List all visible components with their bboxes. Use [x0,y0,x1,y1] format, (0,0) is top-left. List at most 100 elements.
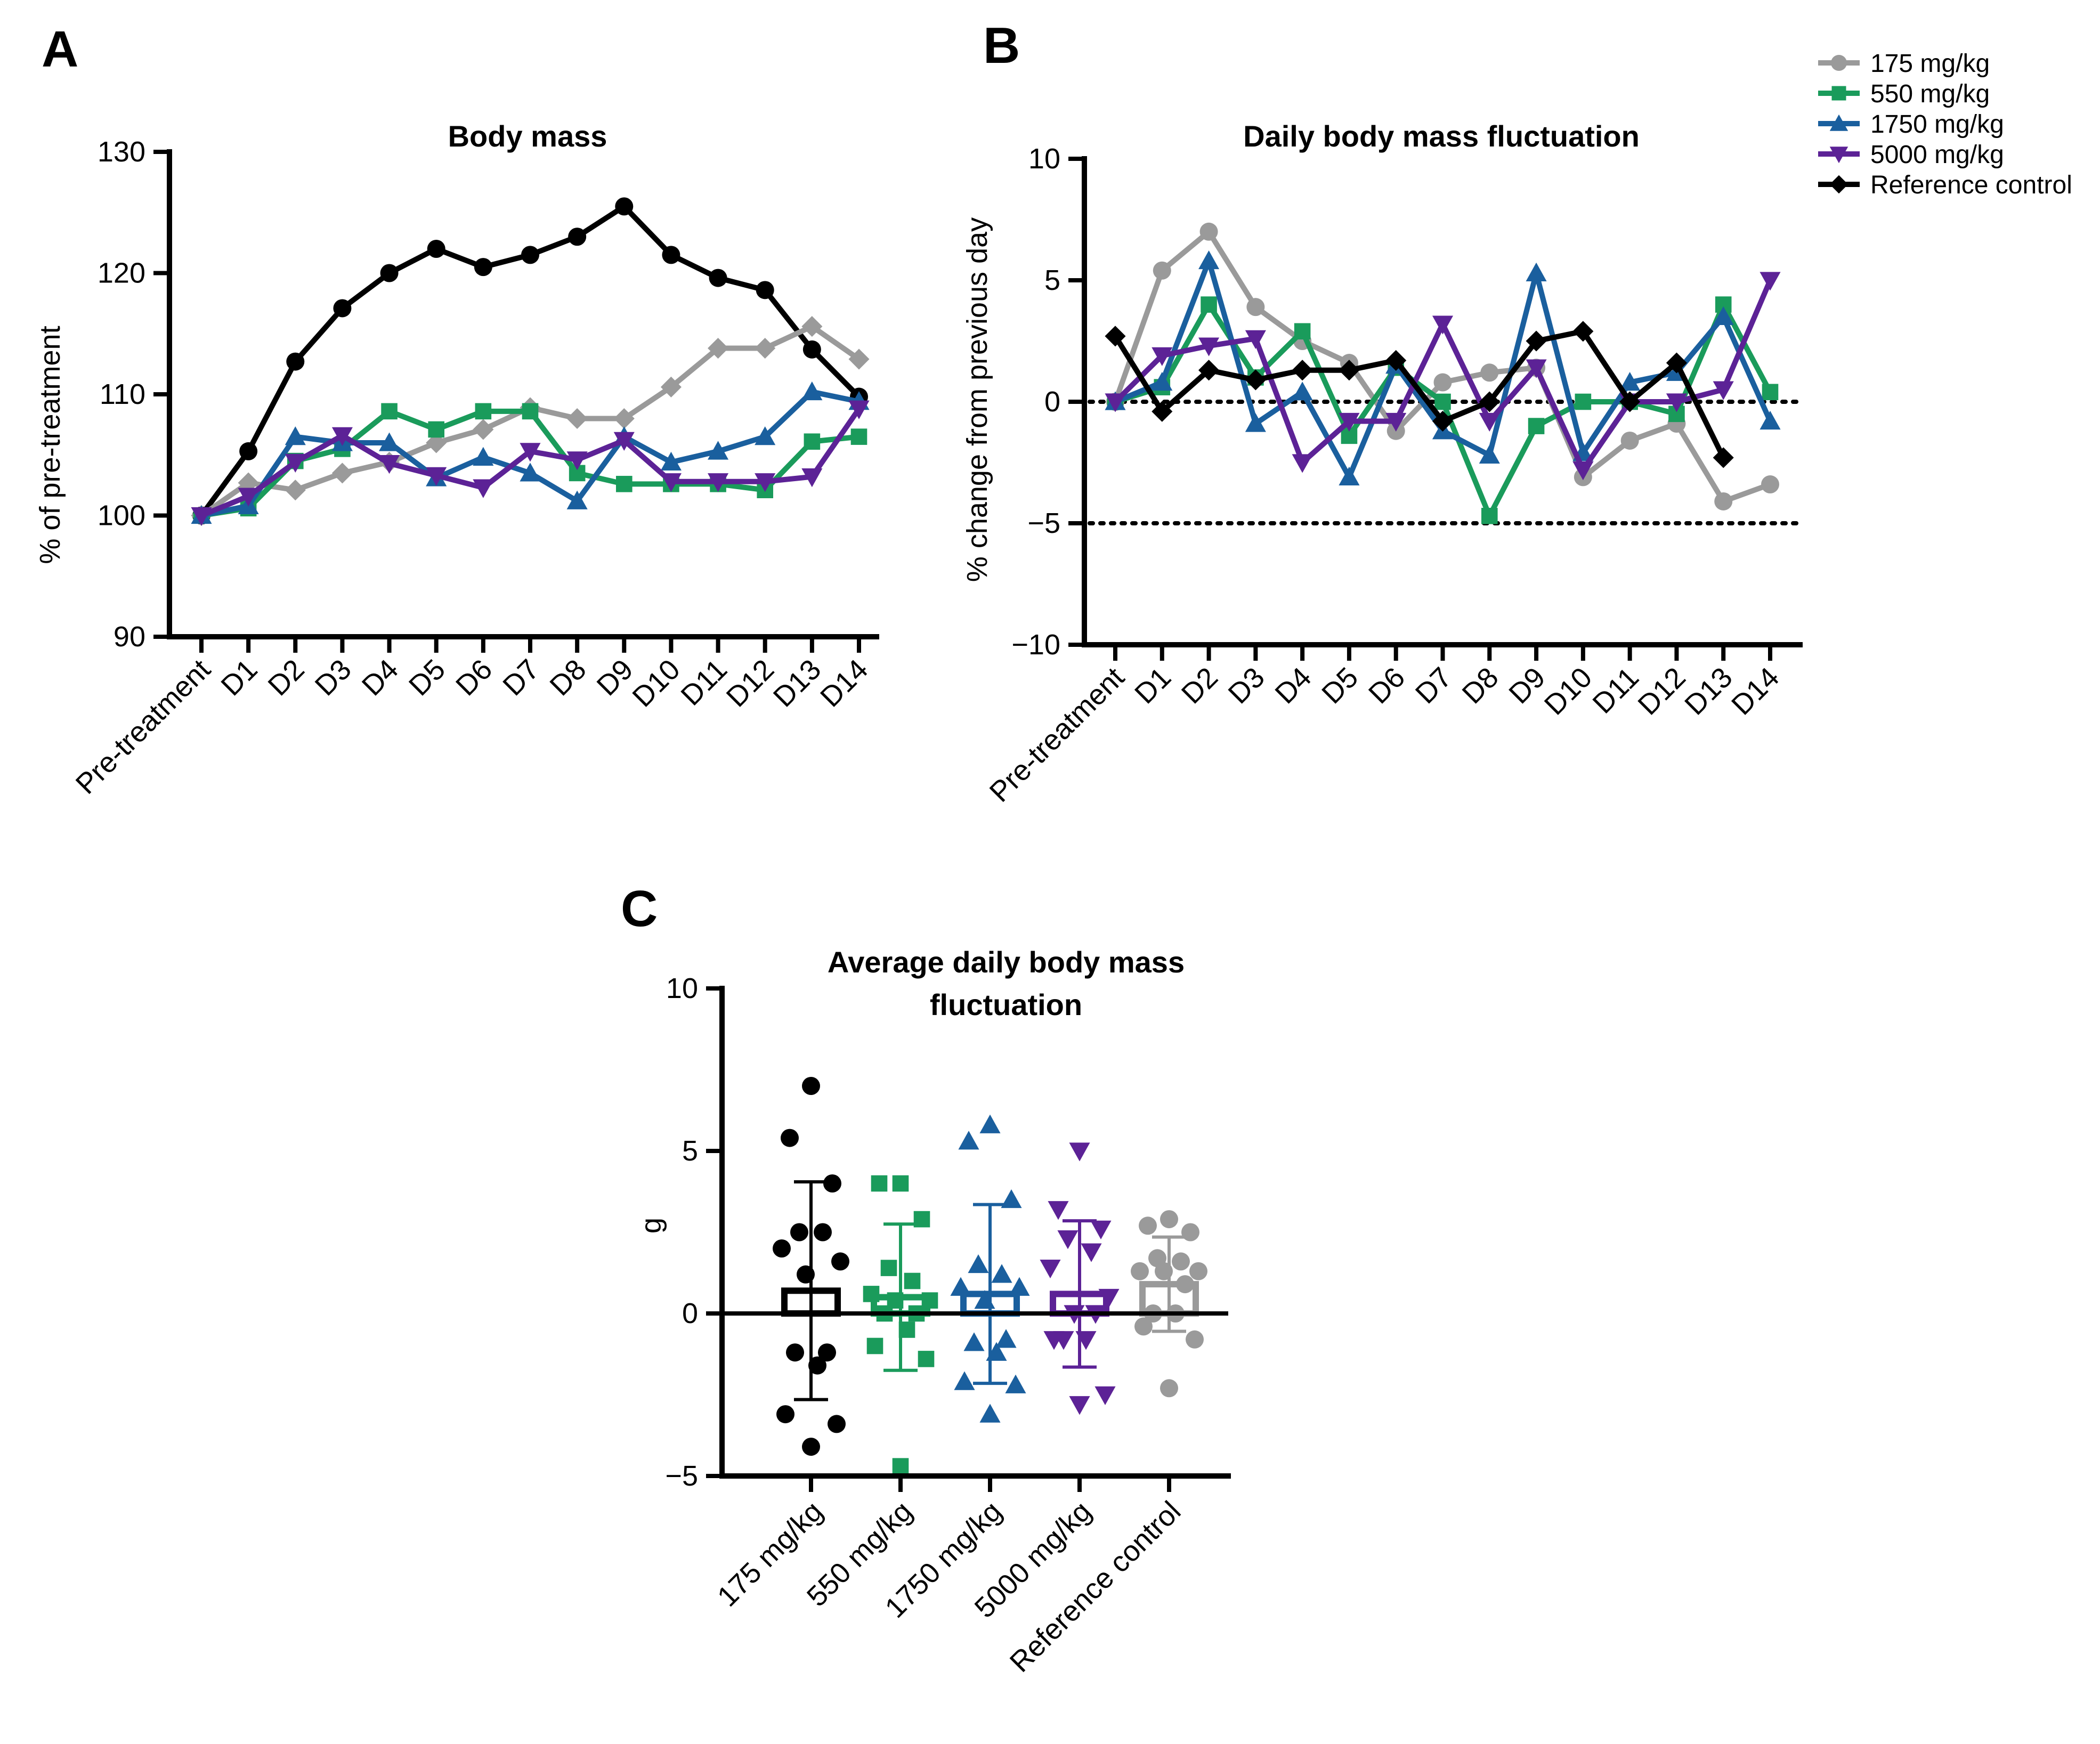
panel-a-data-point [566,451,588,471]
panel-b-data-point [1152,347,1173,366]
panel-c-data-point [991,1264,1012,1283]
panel-c-data-point [781,1129,799,1147]
panel-a-data-point [522,403,539,420]
panel-a-data-point [615,197,634,216]
panel-a-data-point [520,443,541,462]
panel-c-data-point [871,1175,888,1192]
panel-c-group-5000-mg-kg [1040,1142,1120,1415]
legend-marker [1829,175,1848,194]
panel-a-data-point [428,421,445,438]
panel-a-data-point [286,352,305,371]
panel-b-data-point [1339,360,1360,381]
panel-a-y-tick-label: 130 [98,136,145,168]
panel-b-data-point [1105,393,1126,412]
panel-a-data-point [755,426,776,445]
panel-a-x-tick-label: D8 [544,653,592,702]
panel-b-data-point [1199,222,1218,241]
legend-item-5000-mg-kg: 5000 mg/kg [1818,141,2004,169]
legend-item-reference-control: Reference control [1818,171,2072,199]
panel-a-data-point [756,281,774,299]
panel-a-data-point [801,381,823,401]
panel-b-x-tick-label: D6 [1363,661,1411,710]
legend-marker [1831,55,1847,71]
panel-a-data-point [660,376,682,398]
panel-c-data-point [963,1332,985,1351]
panel-c-data-point [1069,1396,1090,1415]
panel-b-daily-fluctuation-chart: Daily body mass fluctuation % change fro… [961,119,1803,808]
panel-c-x-tick-label: Reference control [1004,1495,1187,1678]
legend-label: Reference control [1870,171,2072,199]
panel-c-data-point [904,1272,921,1289]
panel-b-series [1105,222,1781,524]
panel-c-data-point [1081,1243,1102,1262]
panel-c-data-point [979,1404,1001,1423]
panel-c-data-point [1134,1317,1153,1336]
panel-a-data-point [331,463,353,484]
panel-letter-b: B [983,17,1020,74]
panel-a-data-point [239,442,258,460]
panel-c-y-tick-label: 10 [666,972,698,1004]
panel-b-x-tick-label: D13 [1679,661,1738,721]
panel-b-data-point [1714,492,1733,510]
panel-a-data-point [475,403,492,420]
panel-a-data-point [613,408,635,429]
legend-label: 5000 mg/kg [1870,141,2004,169]
panel-b-x-tick-label: D14 [1725,661,1785,721]
panel-b-data-point [1526,262,1547,281]
panel-a-data-point [708,338,729,359]
panel-b-y-axis-label: % change from previous day [961,217,993,582]
panel-a-y-tick-label: 110 [100,378,145,410]
panel-b-data-point [1245,330,1266,349]
panel-b-data-point [1245,413,1266,432]
panel-c-data-point [892,1458,909,1474]
panel-c-data-point [776,1405,794,1424]
panel-c-y-axis-label: g [635,1218,667,1234]
panel-a-data-point [473,419,494,440]
panel-a-data-point [331,427,353,446]
panel-a-x-tick-label: D14 [814,653,874,713]
panel-b-x-tick-label: D12 [1632,661,1691,721]
panel-a-data-point [850,428,867,445]
panel-c-data-point [1043,1331,1065,1350]
panel-a-data-point [566,490,588,509]
panel-b-data-point [1480,363,1499,382]
panel-b-data-point [1479,412,1500,432]
panel-b-data-point [1526,330,1547,352]
panel-b-data-point [1526,359,1547,378]
panel-b-series-5000-mg-kg [1105,272,1781,481]
panel-a-data-point [473,447,494,466]
panel-b-data-point [1105,326,1126,347]
panel-a-data-point [615,476,633,492]
panel-c-data-point [818,1343,836,1362]
panel-a-data-point [379,455,400,474]
panel-a-x-tick-label: Pre-treatment [70,653,217,800]
panel-a-data-point [333,299,352,318]
panel-a-data-point [801,468,823,488]
panel-b-data-point [1433,373,1452,392]
panel-c-data-point [797,1265,815,1284]
panel-b-data-point [1575,393,1592,410]
panel-a-x-tick-label: D2 [262,653,311,702]
panel-b-data-point [1479,391,1500,412]
panel-a-data-point [285,480,306,501]
panel-c-data-point [986,1342,1007,1361]
panel-b-data-point [1762,384,1779,401]
panel-b-x-tick-label: Pre-treatment [984,661,1131,808]
panel-b-data-point [1434,393,1451,410]
panel-b-data-point [1198,360,1220,381]
panel-c-data-point [828,1415,846,1433]
legend-item-550-mg-kg: 550 mg/kg [1818,80,1990,108]
panel-a-x-tick-label: D7 [497,653,545,702]
panel-b-data-point [1666,352,1687,374]
panel-b-data-point [1572,321,1594,342]
panel-c-data-point [979,1114,1001,1133]
panel-b-y-tick-label: −5 [1027,507,1060,539]
panel-a-data-point [708,441,729,460]
panel-a-data-point [238,488,259,507]
panel-a-x-tick-label: D6 [450,653,498,702]
panel-b-data-point [1153,261,1171,280]
panel-c-data-point [1186,1330,1204,1349]
legend-label: 175 mg/kg [1870,50,1990,78]
panel-b-data-point [1572,461,1594,481]
panel-b-x-tick-label: D4 [1269,661,1317,710]
